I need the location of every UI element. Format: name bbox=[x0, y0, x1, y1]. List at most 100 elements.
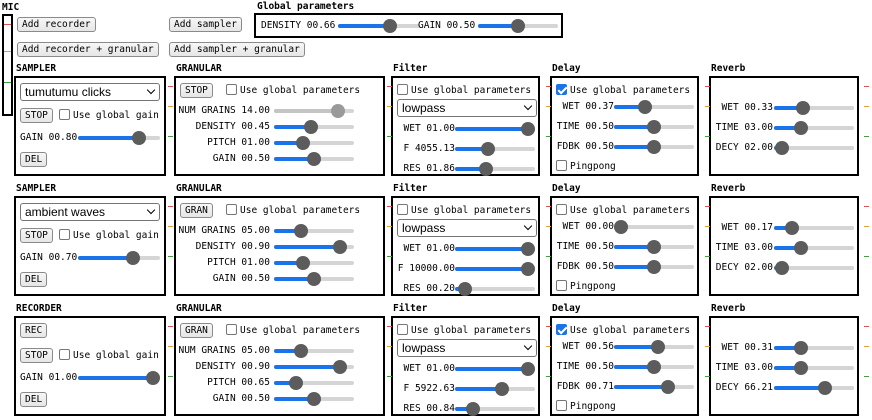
reverb-param-slider[interactable] bbox=[774, 261, 854, 275]
delay-param-slider[interactable] bbox=[614, 140, 694, 154]
gain-slider-knob[interactable] bbox=[146, 371, 160, 385]
delay-param-slider-knob[interactable] bbox=[647, 240, 661, 254]
granular-param-slider-knob[interactable] bbox=[288, 376, 303, 390]
reverb-param-slider[interactable] bbox=[774, 121, 854, 135]
reverb-param-slider-knob[interactable] bbox=[793, 121, 808, 135]
reverb-param-slider[interactable] bbox=[774, 341, 854, 355]
gain-slider[interactable] bbox=[78, 131, 160, 145]
filter-param-slider[interactable] bbox=[455, 282, 535, 296]
delay-use-global-checkbox[interactable] bbox=[556, 84, 567, 95]
pingpong-checkbox[interactable] bbox=[556, 160, 567, 171]
granular-toggle-button[interactable]: STOP bbox=[180, 83, 213, 98]
granular-param-slider[interactable] bbox=[274, 120, 354, 134]
sample-select[interactable]: ambient waves bbox=[20, 203, 160, 221]
pingpong-checkbox[interactable] bbox=[556, 400, 567, 411]
filter-param-slider[interactable] bbox=[455, 242, 535, 256]
reverb-param-slider[interactable] bbox=[774, 101, 854, 115]
global-gain-slider-knob[interactable] bbox=[511, 19, 525, 33]
global-gain-slider[interactable] bbox=[478, 19, 558, 33]
granular-param-slider-knob[interactable] bbox=[333, 360, 348, 374]
reverb-param-slider[interactable] bbox=[774, 221, 854, 235]
reverb-param-slider[interactable] bbox=[774, 241, 854, 255]
granular-param-slider-knob[interactable] bbox=[307, 152, 321, 166]
filter-param-slider-knob[interactable] bbox=[521, 242, 535, 256]
filter-use-global-checkbox[interactable] bbox=[397, 84, 408, 95]
delay-param-slider[interactable] bbox=[614, 360, 694, 374]
add-recorder-granular-button[interactable]: Add recorder + granular bbox=[17, 42, 159, 57]
granular-param-slider-knob[interactable] bbox=[296, 136, 311, 150]
filter-param-slider-knob[interactable] bbox=[521, 122, 535, 136]
reverb-param-slider[interactable] bbox=[774, 361, 854, 375]
granular-param-slider-knob[interactable] bbox=[303, 120, 318, 134]
reverb-param-slider-knob[interactable] bbox=[795, 101, 810, 115]
filter-param-slider[interactable] bbox=[455, 402, 535, 416]
granular-param-slider[interactable] bbox=[274, 152, 354, 166]
filter-param-slider-knob[interactable] bbox=[494, 382, 509, 396]
granular-param-slider-knob[interactable] bbox=[333, 240, 348, 254]
del-button[interactable]: DEL bbox=[20, 152, 48, 167]
reverb-param-slider-knob[interactable] bbox=[817, 381, 832, 395]
delay-param-slider[interactable] bbox=[614, 380, 694, 394]
delay-param-slider-knob[interactable] bbox=[647, 140, 661, 154]
granular-param-slider[interactable] bbox=[274, 240, 354, 254]
filter-param-slider[interactable] bbox=[455, 382, 535, 396]
filter-param-slider[interactable] bbox=[455, 162, 535, 176]
global-density-slider-knob[interactable] bbox=[382, 19, 397, 33]
granular-param-slider[interactable] bbox=[274, 136, 354, 150]
use-global-gain-checkbox[interactable] bbox=[59, 229, 70, 240]
granular-param-slider[interactable] bbox=[274, 392, 354, 406]
delay-param-slider[interactable] bbox=[614, 120, 694, 134]
add-sampler-button[interactable]: Add sampler bbox=[169, 17, 242, 32]
reverb-param-slider-knob[interactable] bbox=[794, 341, 809, 355]
reverb-param-slider-knob[interactable] bbox=[785, 221, 800, 235]
delay-param-slider[interactable] bbox=[614, 240, 694, 254]
stop-button[interactable]: STOP bbox=[20, 348, 53, 363]
reverb-param-slider[interactable] bbox=[774, 141, 854, 155]
granular-param-slider-knob[interactable] bbox=[293, 224, 308, 238]
granular-param-slider[interactable] bbox=[274, 344, 354, 358]
granular-param-slider[interactable] bbox=[274, 224, 354, 238]
pingpong-checkbox[interactable] bbox=[556, 280, 567, 291]
granular-param-slider-knob[interactable] bbox=[307, 392, 321, 406]
sample-select[interactable]: tumutumu clicks bbox=[20, 83, 160, 101]
use-global-gain-checkbox[interactable] bbox=[59, 109, 70, 120]
filter-param-slider-knob[interactable] bbox=[457, 282, 472, 296]
delay-param-slider-knob[interactable] bbox=[614, 220, 628, 234]
filter-param-slider[interactable] bbox=[455, 142, 535, 156]
delay-param-slider[interactable] bbox=[614, 260, 694, 274]
add-sampler-granular-button[interactable]: Add sampler + granular bbox=[169, 42, 305, 57]
delay-param-slider[interactable] bbox=[614, 100, 694, 114]
rec-button[interactable]: REC bbox=[20, 323, 48, 338]
filter-param-slider-knob[interactable] bbox=[521, 362, 535, 376]
delay-param-slider-knob[interactable] bbox=[660, 380, 675, 394]
del-button[interactable]: DEL bbox=[20, 392, 48, 407]
granular-param-slider-knob[interactable] bbox=[296, 256, 311, 270]
granular-param-slider[interactable] bbox=[274, 272, 354, 286]
filter-type-select[interactable]: lowpass bbox=[397, 219, 537, 237]
granular-param-slider-knob[interactable] bbox=[293, 344, 308, 358]
filter-param-slider[interactable] bbox=[455, 262, 535, 276]
delay-param-slider-knob[interactable] bbox=[647, 360, 661, 374]
delay-use-global-checkbox[interactable] bbox=[556, 204, 567, 215]
reverb-param-slider-knob[interactable] bbox=[793, 241, 808, 255]
granular-param-slider[interactable] bbox=[274, 104, 354, 118]
delay-param-slider-knob[interactable] bbox=[647, 260, 661, 274]
filter-type-select[interactable]: lowpass bbox=[397, 339, 537, 357]
gain-slider[interactable] bbox=[78, 251, 160, 265]
reverb-param-slider-knob[interactable] bbox=[793, 361, 808, 375]
granular-param-slider[interactable] bbox=[274, 256, 354, 270]
granular-param-slider[interactable] bbox=[274, 376, 354, 390]
reverb-param-slider[interactable] bbox=[774, 381, 854, 395]
add-recorder-button[interactable]: Add recorder bbox=[17, 17, 96, 32]
reverb-param-slider-knob[interactable] bbox=[775, 261, 790, 275]
del-button[interactable]: DEL bbox=[20, 272, 48, 287]
granular-use-global-checkbox[interactable] bbox=[226, 324, 237, 335]
delay-param-slider-knob[interactable] bbox=[650, 340, 665, 354]
filter-param-slider[interactable] bbox=[455, 122, 535, 136]
delay-param-slider-knob[interactable] bbox=[638, 100, 653, 114]
filter-type-select[interactable]: lowpass bbox=[397, 99, 537, 117]
granular-use-global-checkbox[interactable] bbox=[226, 84, 237, 95]
filter-param-slider-knob[interactable] bbox=[481, 142, 496, 156]
granular-toggle-button[interactable]: GRAN bbox=[180, 323, 213, 338]
filter-param-slider[interactable] bbox=[455, 362, 535, 376]
